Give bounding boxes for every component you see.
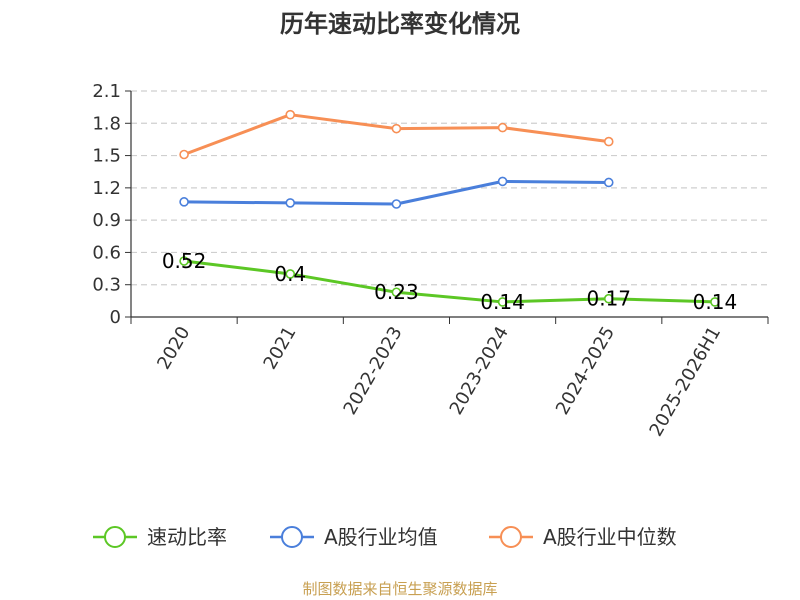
data-point[interactable] (391, 287, 402, 298)
legend-label[interactable]: 速动比率 (147, 525, 227, 549)
data-point[interactable] (179, 256, 189, 266)
legend-marker[interactable] (104, 526, 126, 548)
grid-layer (131, 90, 768, 286)
legend-label[interactable]: A股行业均值 (324, 525, 438, 549)
x-tick-label: 2024-2025 (552, 323, 619, 418)
x-tick-label: 2023-2024 (446, 323, 513, 418)
data-point[interactable] (603, 293, 614, 304)
data-point[interactable] (603, 177, 614, 188)
data-label-layer: 0.52 0.4 0.23 0.14 0.17 0.14 (162, 249, 737, 314)
data-label: 0.4 (274, 262, 306, 286)
data-point[interactable] (179, 149, 189, 160)
y-tick-label: 1.8 (92, 113, 121, 134)
data-point[interactable] (603, 136, 614, 147)
x-tick-label: 2020 (153, 323, 194, 373)
data-point[interactable] (497, 122, 508, 133)
series-layer (179, 109, 720, 307)
data-label: 0.52 (162, 249, 207, 273)
data-label: 0.23 (374, 280, 419, 304)
y-tick-label: 1.5 (92, 146, 121, 167)
legend-label[interactable]: A股行业中位数 (543, 525, 677, 549)
y-tick-label: 0 (110, 307, 121, 328)
y-tick-label: 0.3 (92, 275, 121, 296)
x-tick-label: 2021 (259, 323, 300, 373)
y-tick-label: 1.2 (92, 178, 121, 199)
data-point[interactable] (391, 199, 402, 209)
data-point[interactable] (497, 176, 508, 187)
legend-marker[interactable] (500, 526, 522, 548)
data-point[interactable] (179, 197, 189, 207)
data-point[interactable] (497, 297, 508, 307)
chart-title: 历年速动比率变化情况 (280, 10, 520, 38)
data-label: 0.14 (480, 290, 525, 314)
y-tick-label: 2.1 (92, 81, 121, 102)
y-tick-label: 0.6 (92, 242, 121, 263)
legend: 速动比率 A股行业均值 A股行业中位数 (93, 525, 677, 549)
data-point[interactable] (285, 109, 296, 120)
data-label: 0.14 (693, 290, 738, 314)
series-line-0 (183, 259, 715, 304)
data-point[interactable] (285, 198, 296, 208)
x-tick-label: 2025-2026H1 (646, 323, 726, 440)
x-tick-label: 2022-2023 (339, 323, 406, 418)
data-point[interactable] (710, 297, 720, 307)
legend-marker[interactable] (281, 526, 303, 548)
series-line-2 (183, 113, 609, 156)
data-label: 0.17 (586, 287, 631, 311)
y-tick-label: 0.9 (92, 210, 121, 231)
footer-source: 制图数据来自恒生聚源数据库 (302, 580, 497, 598)
data-point[interactable] (391, 123, 402, 134)
data-point[interactable] (285, 269, 296, 279)
